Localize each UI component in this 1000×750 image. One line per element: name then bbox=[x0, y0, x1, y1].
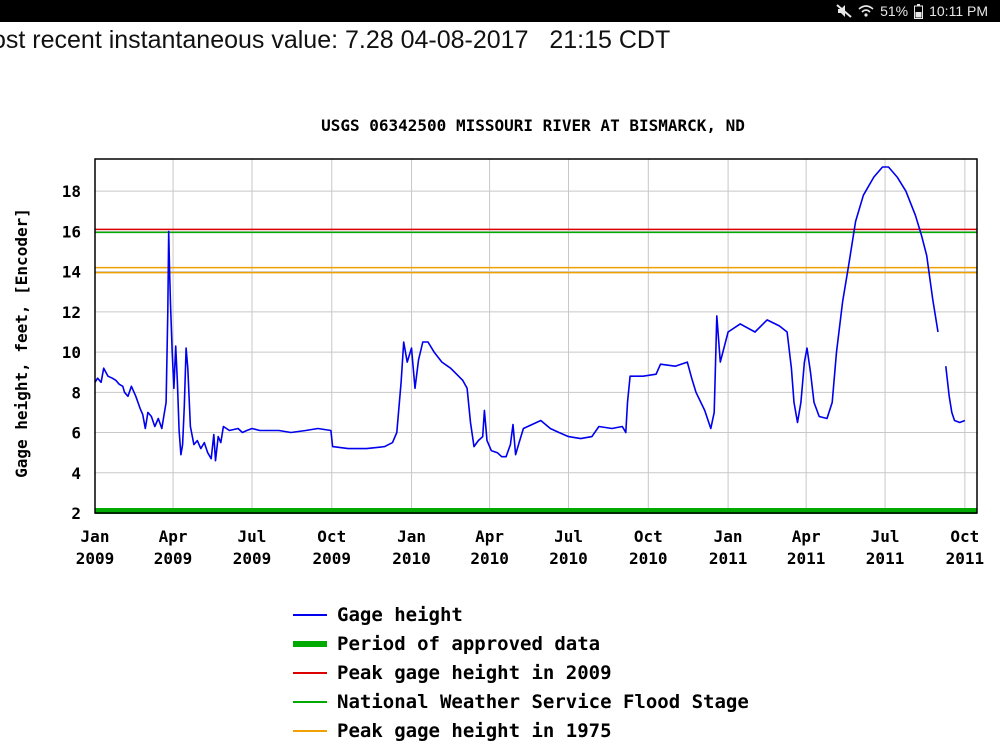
x-tick-label: 2009 bbox=[233, 549, 272, 568]
x-tick-label: 2011 bbox=[787, 549, 826, 568]
x-tick-label: Jan bbox=[397, 527, 426, 546]
y-tick-label: 18 bbox=[62, 182, 81, 201]
x-tick-label: Apr bbox=[475, 527, 504, 546]
series-lines bbox=[94, 166, 966, 462]
x-tick-label: Jul bbox=[238, 527, 267, 546]
mute-icon bbox=[836, 4, 852, 18]
x-tick-label: Jul bbox=[871, 527, 900, 546]
recent-value-text: ost recent instantaneous value: 7.28 04-… bbox=[0, 26, 671, 54]
status-icons: 51% 10:11 PM bbox=[836, 3, 988, 19]
legend-label: Gage height bbox=[337, 604, 463, 626]
x-tick-label: 2010 bbox=[470, 549, 509, 568]
x-tick-label: Jul bbox=[554, 527, 583, 546]
x-tick-label: Oct bbox=[317, 527, 346, 546]
x-tick-label: 2009 bbox=[312, 549, 351, 568]
gage-height-line bbox=[94, 166, 939, 462]
y-tick-label: 12 bbox=[62, 303, 81, 322]
legend: Gage height Period of approved data Peak g… bbox=[293, 604, 749, 742]
x-tick-label: Jan bbox=[714, 527, 743, 546]
grid-lines bbox=[94, 159, 977, 514]
y-tick-label: 6 bbox=[71, 424, 81, 443]
x-tick-label: Oct bbox=[634, 527, 663, 546]
battery-icon bbox=[914, 3, 924, 19]
x-tick-label: 2009 bbox=[154, 549, 193, 568]
y-tick-label: 8 bbox=[71, 383, 81, 402]
gage-height-line bbox=[945, 366, 966, 424]
status-time: 10:11 PM bbox=[929, 3, 988, 19]
x-tick-label: 2011 bbox=[946, 549, 985, 568]
legend-label: Peak gage height in 2009 bbox=[337, 662, 612, 684]
y-tick-label: 4 bbox=[71, 464, 81, 483]
status-bar: 51% 10:11 PM bbox=[0, 0, 1000, 22]
x-tick-label: 2011 bbox=[709, 549, 748, 568]
battery-percent: 51% bbox=[880, 3, 909, 19]
legend-label: Peak gage height in 1975 bbox=[337, 720, 612, 742]
x-tick-label: Oct bbox=[950, 527, 979, 546]
x-tick-label: 2009 bbox=[76, 549, 115, 568]
legend-label: Period of approved data bbox=[337, 633, 600, 655]
x-tick-label: 2011 bbox=[866, 549, 905, 568]
x-tick-label: Apr bbox=[159, 527, 188, 546]
reference-lines bbox=[95, 228, 977, 514]
wifi-icon bbox=[858, 4, 874, 18]
x-tick-label: Jan bbox=[81, 527, 110, 546]
y-tick-labels: 2 4 6 8 10 12 14 16 18 bbox=[62, 182, 81, 523]
y-tick-label: 14 bbox=[62, 263, 81, 282]
x-tick-label: 2010 bbox=[392, 549, 431, 568]
x-tick-label: Apr bbox=[792, 527, 821, 546]
y-axis-label: Gage height, feet, [Encoder] bbox=[12, 208, 31, 478]
plot-frame bbox=[94, 158, 978, 514]
chart-title: USGS 06342500 MISSOURI RIVER AT BISMARCK… bbox=[321, 116, 745, 135]
x-tick-label: 2010 bbox=[629, 549, 668, 568]
x-tick-label: 2010 bbox=[549, 549, 588, 568]
x-tick-labels: Jan 2009 Apr 2009 Jul 2009 Oct 2009 Jan 2010 Apr 20… bbox=[76, 527, 984, 568]
y-tick-label: 10 bbox=[62, 343, 81, 362]
y-tick-label: 2 bbox=[71, 504, 81, 523]
legend-label: National Weather Service Flood Stage bbox=[337, 691, 749, 713]
y-tick-label: 16 bbox=[62, 222, 81, 241]
